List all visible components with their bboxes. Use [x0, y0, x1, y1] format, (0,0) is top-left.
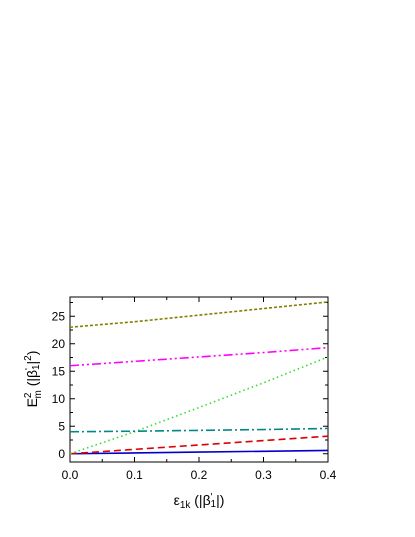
series-line-1	[69, 449, 329, 455]
y-tick-label: 0	[58, 447, 65, 461]
y-tick-label: 15	[52, 364, 66, 378]
series-line-5	[69, 346, 329, 367]
series-line-4	[69, 427, 329, 433]
x-tick-label: 0.2	[191, 468, 208, 482]
y-tick-label: 20	[52, 337, 66, 351]
x-tick-label: 0.0	[62, 468, 79, 482]
x-axis-label: ε1k (|β' 1|)	[174, 492, 225, 511]
x-tick-label: 0.1	[126, 468, 143, 482]
y-tick-label: 10	[52, 392, 66, 406]
series-line-6	[69, 301, 329, 329]
y-axis-label: E2m (|β'1|2)	[23, 351, 44, 408]
x-axis: 0.0 0.1 0.2 0.3 0.4	[62, 297, 337, 482]
y-tick-label: 5	[58, 419, 65, 433]
series-line-3	[69, 356, 329, 455]
y-tick-label: 25	[52, 309, 66, 323]
series-line-2	[69, 435, 329, 455]
x-tick-label: 0.4	[320, 468, 337, 482]
series-lines	[69, 301, 329, 455]
x-tick-label: 0.3	[255, 468, 272, 482]
plot-frame	[69, 296, 329, 463]
y-axis: 0 5 10 15 20 25	[52, 302, 328, 461]
